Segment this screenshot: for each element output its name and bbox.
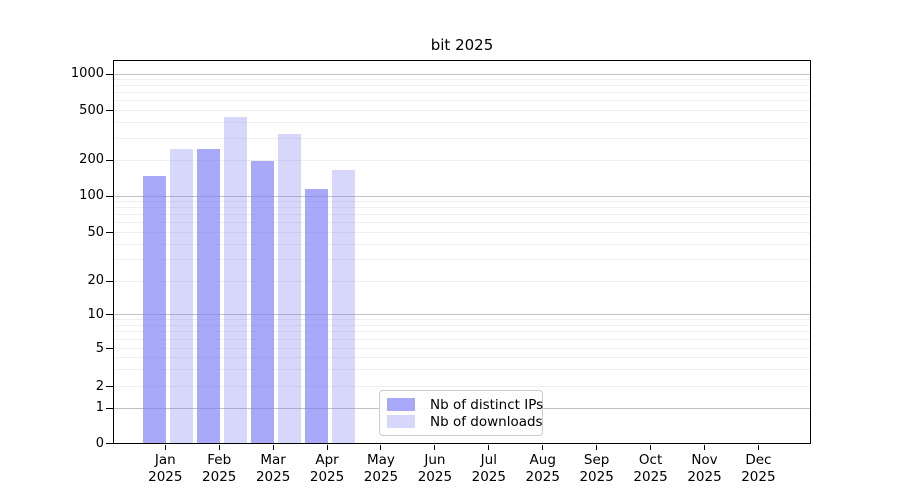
minor-gridline — [114, 159, 810, 161]
y-tick-mark — [106, 280, 113, 282]
minor-gridline — [114, 110, 810, 111]
y-tick-mark — [106, 386, 113, 387]
x-tick-label: May 2025 — [363, 452, 399, 485]
minor-gridline — [114, 201, 810, 203]
minor-gridline — [114, 207, 810, 209]
y-tick-label: 100 — [79, 188, 104, 203]
minor-gridline — [114, 122, 810, 124]
chart-title: bit 2025 — [430, 36, 494, 54]
minor-gridline — [114, 100, 810, 102]
y-tick-mark — [106, 159, 113, 161]
y-tick-mark — [106, 195, 113, 197]
bar-jan-distinct-ips — [143, 175, 166, 444]
x-tick-label: Oct 2025 — [633, 452, 668, 485]
minor-gridline — [114, 280, 810, 282]
major-gridline — [114, 314, 810, 315]
x-tick-label: Mar 2025 — [255, 452, 291, 485]
y-tick-label: 1 — [95, 400, 104, 415]
minor-gridline — [114, 348, 810, 349]
y-tick-label: 500 — [79, 102, 104, 118]
bar-feb-downloads — [223, 117, 247, 444]
minor-gridline — [114, 357, 810, 359]
minor-gridline — [114, 324, 810, 326]
x-tick-label: Jan 2025 — [148, 452, 183, 485]
legend-swatch-downloads — [387, 415, 415, 428]
y-tick-label: 2 — [95, 378, 104, 394]
minor-gridline — [114, 369, 810, 371]
minor-gridline — [114, 137, 810, 139]
x-tick-label: Feb 2025 — [202, 452, 237, 485]
major-gridline — [114, 73, 810, 75]
bar-apr-distinct-ips — [305, 188, 328, 444]
y-tick-mark — [106, 232, 113, 233]
minor-gridline — [114, 339, 810, 341]
minor-gridline — [114, 331, 810, 333]
y-tick-mark — [106, 443, 113, 444]
x-tick-label: Aug 2025 — [525, 452, 560, 485]
y-tick-mark — [106, 110, 113, 111]
y-tick-mark — [106, 407, 113, 409]
legend-label: Nb of downloads — [430, 413, 543, 430]
x-tick-label: Jun 2025 — [417, 452, 453, 485]
bar-mar-distinct-ips — [251, 160, 274, 444]
x-tick-mark — [757, 444, 759, 450]
minor-gridline — [114, 222, 810, 224]
x-tick-mark — [434, 444, 436, 450]
x-tick-mark — [272, 444, 274, 450]
y-tick-label: 50 — [87, 224, 104, 240]
legend-item: Nb of distinct IPs — [387, 396, 543, 413]
y-tick-mark — [106, 73, 113, 75]
minor-gridline — [114, 386, 810, 387]
x-tick-mark — [596, 444, 598, 450]
major-gridline — [114, 195, 810, 197]
x-tick-mark — [218, 444, 220, 450]
y-tick-label: 0 — [95, 435, 104, 451]
minor-gridline — [114, 259, 810, 261]
y-tick-label: 200 — [79, 152, 104, 167]
y-tick-label: 10 — [87, 306, 104, 322]
x-tick-mark — [488, 444, 490, 450]
y-tick-mark — [106, 348, 113, 349]
minor-gridline — [114, 85, 810, 87]
bar-mar-downloads — [277, 133, 301, 444]
x-tick-mark — [650, 444, 652, 450]
bar-feb-distinct-ips — [197, 149, 220, 444]
x-tick-label: Nov 2025 — [687, 452, 722, 485]
minor-gridline — [114, 79, 810, 81]
minor-gridline — [114, 214, 810, 216]
legend-swatch-distinct-ips — [387, 398, 415, 411]
bar-jan-downloads — [169, 149, 193, 444]
x-tick-mark — [704, 444, 705, 450]
legend-item: Nb of downloads — [387, 413, 543, 430]
legend: Nb of distinct IPs Nb of downloads — [379, 390, 543, 436]
x-tick-label: Sep 2025 — [579, 452, 614, 485]
minor-gridline — [114, 92, 810, 94]
minor-gridline — [114, 319, 810, 321]
y-tick-label: 5 — [95, 340, 104, 356]
x-tick-label: Apr 2025 — [309, 452, 345, 485]
x-tick-mark — [164, 444, 166, 450]
bar-apr-downloads — [331, 169, 355, 444]
x-tick-label: Dec 2025 — [741, 452, 776, 485]
x-tick-mark — [326, 444, 328, 450]
x-tick-label: Jul 2025 — [471, 452, 506, 485]
minor-gridline — [114, 232, 810, 233]
minor-gridline — [114, 243, 810, 245]
x-tick-mark — [542, 444, 544, 450]
y-tick-mark — [106, 314, 113, 315]
x-tick-mark — [380, 444, 382, 450]
y-tick-label: 20 — [87, 273, 104, 288]
legend-label: Nb of distinct IPs — [430, 396, 544, 413]
y-tick-label: 1000 — [70, 66, 104, 81]
